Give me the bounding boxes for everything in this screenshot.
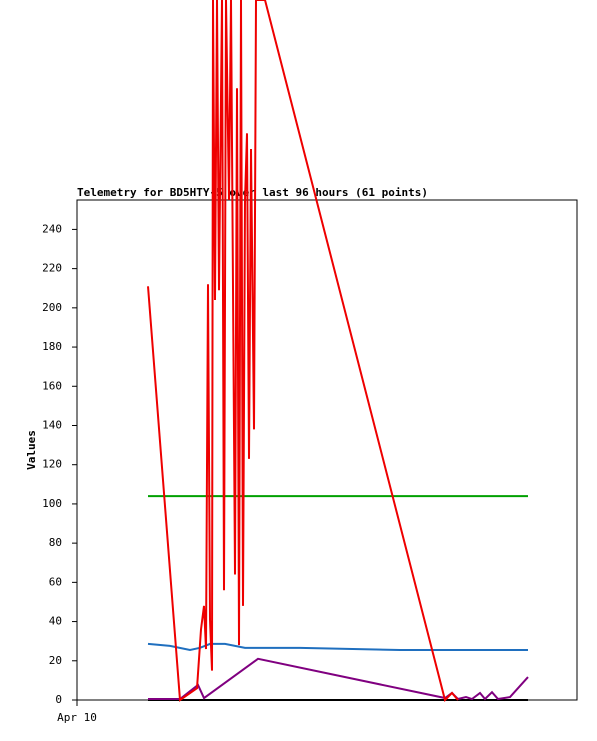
data-line [147, 0, 459, 702]
y-tick-label: 0 [55, 693, 62, 706]
y-tick-label: 20 [49, 654, 62, 667]
y-tick-label: 100 [42, 497, 62, 510]
data-line [148, 657, 529, 701]
x-tick-label: Apr 10 [57, 711, 97, 724]
y-tick-label: 60 [49, 575, 62, 588]
y-tick-label: 40 [49, 615, 62, 628]
y-axis-label: Values [25, 430, 38, 470]
y-tick-label: 240 [42, 222, 62, 235]
chart-title: Telemetry for BD5HTY-5 over last 96 hour… [77, 186, 428, 199]
y-tick-label: 180 [42, 340, 62, 353]
y-tick-label: 80 [49, 536, 62, 549]
y-tick-label: 160 [42, 379, 62, 392]
y-tick-label: 120 [42, 458, 62, 471]
y-tick-label: 140 [42, 418, 62, 431]
data-line [147, 642, 528, 652]
y-tick-label: 220 [42, 262, 62, 275]
y-tick-label: 200 [42, 301, 62, 314]
plot-frame [76, 199, 578, 701]
